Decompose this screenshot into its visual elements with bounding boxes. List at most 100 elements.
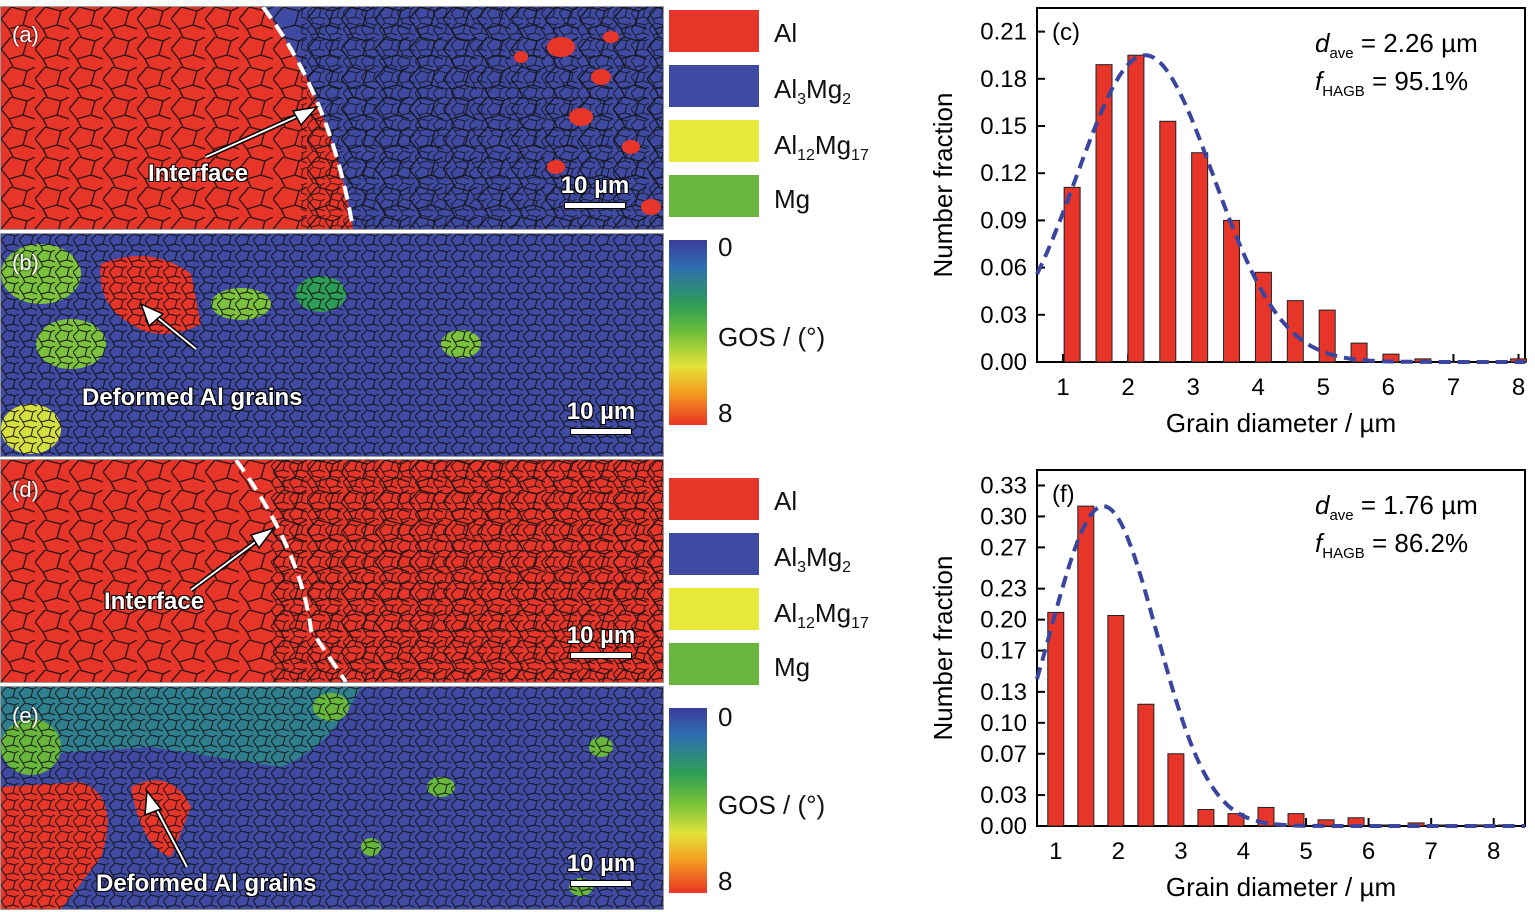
histogram-bar [1197,808,1215,827]
scale-bar-d: 10 µm [556,622,646,659]
swatch-al-2 [669,478,759,520]
map-d [0,459,664,683]
phase-map-d [1,460,663,682]
interface-label-a: Interface [148,160,249,187]
swatch-al3mg2 [669,65,759,107]
y-tick-label: 0.09 [980,207,1027,234]
histogram-bar [1063,186,1081,363]
scale-bar-a: 10 µm [550,172,640,209]
x-axis-label: Grain diameter / µm [1166,408,1396,438]
histogram-bar [1159,120,1177,363]
y-tick-label: 0.15 [980,113,1027,140]
gos-colorbar-e [669,708,707,893]
y-axis-label: Number fraction [928,93,958,278]
scale-text-a: 10 µm [560,172,630,199]
scale-bar-b: 10 µm [556,398,646,435]
histogram-c: 0.00 0.03 0.06 0.09 0.12 0.15 0.18 0.21 1 2 3 4 5 6 7 8… [928,7,1527,438]
scale-line-e [570,880,632,887]
panel-label: (c) [1052,19,1080,46]
y-tick-label: 0.03 [980,782,1027,809]
y-tick-label: 0.00 [980,813,1027,840]
histogram-f: 0.00 0.03 0.07 0.10 0.13 0.17 0.20 0.23 0.27 0.30… [928,469,1526,902]
panel-label-e: (e) [12,703,39,728]
swatch-al [669,10,759,52]
legend-al12mg17-2: Al12Mg17 [774,598,869,633]
chart-f: 0.00 0.03 0.07 0.10 0.13 0.17 0.20 0.23 0.27 0.30… [920,462,1530,907]
gos-top-b: 0 [718,232,733,262]
panel-label-b: (b) [12,250,39,275]
x-tick-label: 3 [1186,374,1199,401]
x-tick-label: 5 [1317,374,1330,401]
panel-label-a: (a) [12,22,39,47]
y-tick-label: 0.13 [980,679,1027,706]
x-tick-label: 4 [1237,838,1250,865]
scale-text-b: 10 µm [566,398,636,425]
x-tick-label: 8 [1512,374,1525,401]
y-tick-label: 0.23 [980,576,1027,603]
map-b [0,233,664,457]
y-tick-label: 0.00 [980,349,1027,376]
scale-line-b [570,428,632,435]
scale-bar-e: 10 µm [556,850,646,887]
x-tick-label: 1 [1056,374,1069,401]
y-tick-label: 0.10 [980,710,1027,737]
histogram-bar [1107,614,1125,827]
stat-d-ave: dave = 2.26 µm [1315,28,1478,62]
legend-al12mg17: Al12Mg17 [774,130,869,165]
legend-al-2: Al [774,486,798,516]
histogram-bar [1254,271,1272,363]
histogram-bar [1127,54,1145,363]
histogram-bar [1350,342,1368,363]
y-tick-label: 0.17 [980,638,1027,665]
x-tick-label: 2 [1112,838,1125,865]
fit-curve [1035,53,1525,364]
histogram-bar [1167,753,1185,827]
histogram-bar [1077,505,1095,827]
histogram-bar [1095,64,1113,363]
swatch-mg [669,175,759,217]
swatch-al12mg17 [669,120,759,162]
y-tick-label: 0.30 [980,503,1027,530]
x-tick-label: 3 [1174,838,1187,865]
y-axis-label: Number fraction [928,556,958,741]
histogram-bar [1286,300,1304,363]
x-tick-label: 5 [1299,838,1312,865]
x-tick-label: 8 [1487,838,1500,865]
swatch-al3mg2-2 [669,533,759,575]
y-tick-label: 0.33 [980,472,1027,499]
gos-map-e [1,687,663,909]
histogram-bar [1317,819,1335,827]
x-tick-label: 6 [1362,838,1375,865]
y-tick-label: 0.06 [980,255,1027,282]
histogram-bar [1137,703,1155,827]
scale-text-e: 10 µm [566,850,636,877]
scale-text-d: 10 µm [566,622,636,649]
deformed-label-e: Deformed Al grains [96,870,317,897]
x-tick-label: 7 [1447,374,1460,401]
y-tick-label: 0.12 [980,160,1027,187]
y-tick-label: 0.03 [980,302,1027,329]
swatch-al12mg17-2 [669,588,759,630]
map-e [0,686,664,910]
gos-title-b: GOS / (°) [718,322,826,352]
gos-title-e: GOS / (°) [718,790,826,820]
y-tick-label: 0.07 [980,741,1027,768]
phase-legend-bottom: Al Al3Mg2 Al12Mg17 Mg [669,478,909,688]
stat-f-hagb: fHAGB = 95.1% [1315,66,1468,100]
phase-map-a [1,7,663,229]
x-axis-label: Grain diameter / µm [1166,872,1396,902]
y-tick-label: 0.20 [980,607,1027,634]
scale-line-a [564,202,626,209]
stat-f-hagb: fHAGB = 86.2% [1315,528,1468,562]
gos-map-b [1,234,663,456]
plot-frame [1036,7,1526,363]
legend-mg: Mg [774,184,811,214]
legend-al3mg2-2: Al3Mg2 [774,542,852,577]
y-tick-label: 0.27 [980,534,1027,561]
legend-al: Al [774,18,798,48]
legend-al3mg2: Al3Mg2 [774,74,852,109]
stat-d-ave: dave = 1.76 µm [1315,490,1478,524]
chart-c: 0.00 0.03 0.06 0.09 0.12 0.15 0.18 0.21 1 2 3 4 5 6 7 8… [920,0,1530,445]
histogram-bar [1191,152,1209,363]
gos-top-e: 0 [718,702,733,732]
